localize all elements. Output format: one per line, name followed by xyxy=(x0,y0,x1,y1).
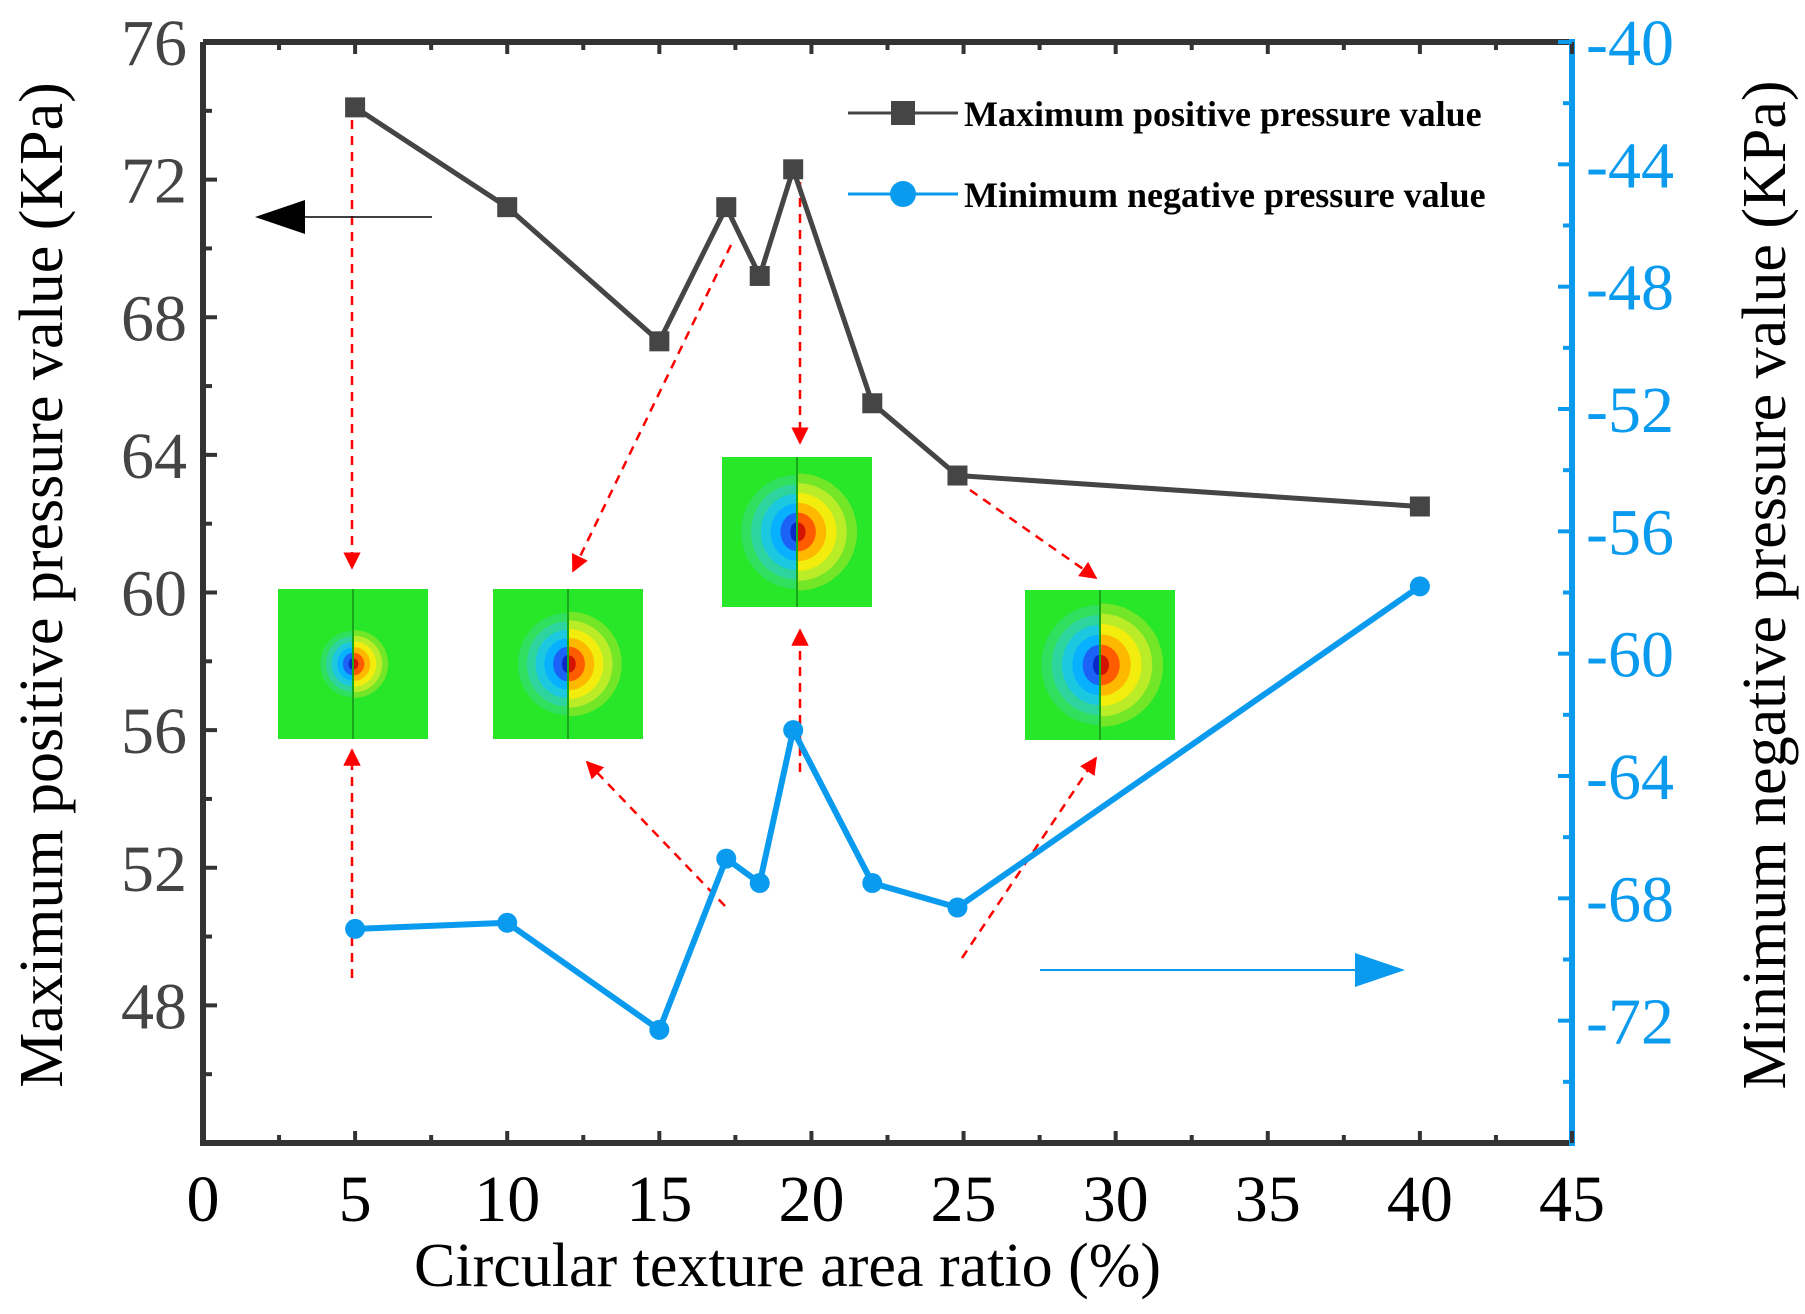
y-right-tick-label: -52 xyxy=(1586,374,1674,447)
x-tick-label: 45 xyxy=(1539,1163,1605,1236)
x-tick-label: 20 xyxy=(778,1163,844,1236)
series1-point xyxy=(345,97,366,118)
y-right-tick-label: -72 xyxy=(1586,986,1674,1059)
positive-contour-band xyxy=(1101,644,1120,686)
legend-label-1: Maximum positive pressure value xyxy=(964,94,1482,134)
y-left-tick-label: 68 xyxy=(121,282,187,355)
right-axis-arrow-head xyxy=(1355,953,1405,987)
y-left-axis-title: Maximum positive pressure value (KPa) xyxy=(8,82,76,1088)
inset-contour-5 xyxy=(278,589,428,739)
inset-contour-12 xyxy=(493,589,643,739)
series2-point xyxy=(345,918,366,939)
series2-point xyxy=(947,897,968,918)
x-tick-label: 35 xyxy=(1235,1163,1301,1236)
x-tick-label: 25 xyxy=(931,1163,997,1236)
series1-point xyxy=(749,265,770,286)
y-left-tick-label: 52 xyxy=(121,833,187,906)
y-left-tick-label: 56 xyxy=(121,695,187,768)
x-tick-label: 0 xyxy=(187,1163,220,1236)
legend-marker-2 xyxy=(890,181,916,207)
positive-contour-band xyxy=(569,646,586,682)
y-right-tick-label: -40 xyxy=(1586,7,1674,80)
negative-contour-band xyxy=(553,647,567,681)
y-left-tick-label: 48 xyxy=(121,970,187,1043)
y-right-tick-label: -60 xyxy=(1586,619,1674,692)
y-right-tick-label: -64 xyxy=(1586,741,1674,814)
positive-contour-band xyxy=(354,652,365,676)
x-tick-label: 5 xyxy=(339,1163,372,1236)
negative-contour-band xyxy=(1093,655,1099,675)
series2-point xyxy=(1409,576,1430,597)
legend-marker-1 xyxy=(891,101,915,125)
negative-contour-band xyxy=(343,653,352,675)
x-tick-label: 40 xyxy=(1387,1163,1453,1236)
series1-point xyxy=(783,159,804,180)
annotation-arrow xyxy=(585,760,726,907)
series-line-1 xyxy=(353,105,1421,509)
x-axis-title: Circular texture area ratio (%) xyxy=(414,1232,1161,1300)
series1-point xyxy=(497,197,518,218)
y-right-tick-label: -68 xyxy=(1586,863,1674,936)
series2-point xyxy=(862,873,883,894)
positive-contour-band xyxy=(354,658,359,670)
y-right-tick-label: -56 xyxy=(1586,496,1674,569)
series1-point xyxy=(947,465,968,486)
x-tick-label: 15 xyxy=(626,1163,692,1236)
positive-contour-band xyxy=(1101,655,1109,675)
y-left-tick-label: 60 xyxy=(121,558,187,631)
negative-contour-band xyxy=(1082,645,1099,685)
legend-label-2: Minimum negative pressure value xyxy=(964,175,1486,215)
negative-contour-band xyxy=(790,522,796,542)
y-right-axis-title: Minimum negative pressure value (KPa) xyxy=(1731,81,1799,1090)
y-left-tick-label: 64 xyxy=(121,420,187,493)
series1-point xyxy=(862,393,883,414)
left-axis-arrow-head xyxy=(255,200,305,234)
series2-point xyxy=(649,1019,670,1040)
negative-contour-band xyxy=(348,658,352,670)
y-left-tick-label: 72 xyxy=(121,145,187,218)
series2-point xyxy=(783,720,804,741)
positive-contour-band xyxy=(798,522,806,542)
negative-contour-band xyxy=(561,655,567,673)
annotation-arrow xyxy=(571,244,733,573)
series2-point xyxy=(749,873,770,894)
positive-contour-band xyxy=(798,512,816,552)
x-tick-label: 30 xyxy=(1083,1163,1149,1236)
positive-contour-band xyxy=(569,655,576,673)
series1-point xyxy=(1409,496,1430,517)
series1-point xyxy=(649,331,670,352)
annotation-arrow xyxy=(969,488,1098,580)
series2-point xyxy=(716,848,737,869)
y-right-tick-label: -48 xyxy=(1586,252,1674,325)
inset-contour-19 xyxy=(722,457,872,607)
series2-point xyxy=(497,912,518,933)
negative-contour-band xyxy=(780,513,796,551)
y-right-tick-label: -44 xyxy=(1586,129,1674,202)
y-left-tick-label: 76 xyxy=(121,7,187,80)
x-tick-label: 10 xyxy=(474,1163,540,1236)
series1-point xyxy=(716,197,737,218)
inset-contour-29 xyxy=(1025,590,1175,740)
